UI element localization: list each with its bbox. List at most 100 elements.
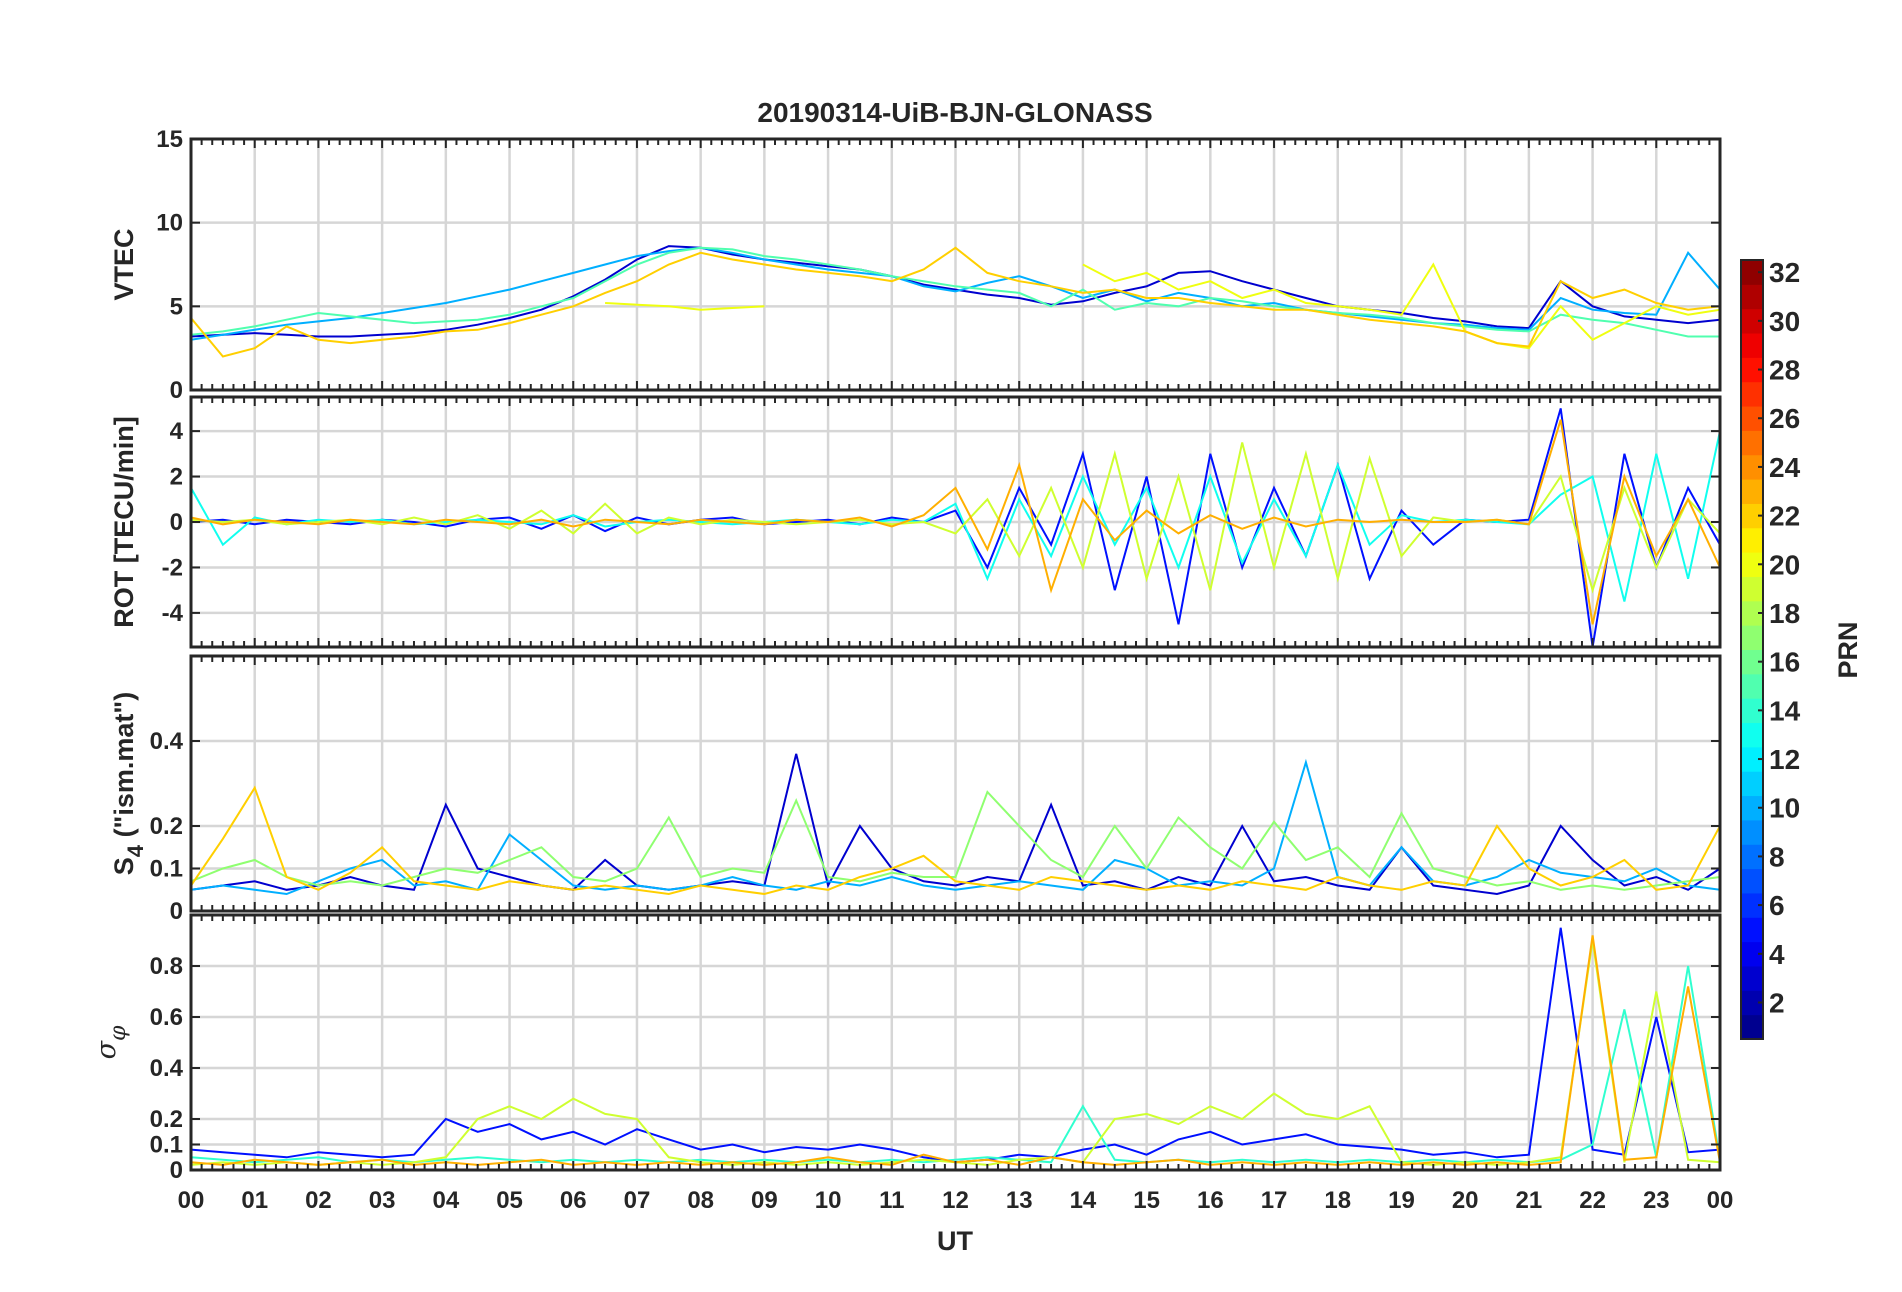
y-axis-label: ROT [TECU/min] — [109, 416, 139, 627]
colorbar-band — [1741, 917, 1763, 943]
x-tick-label: 22 — [1579, 1187, 1606, 1214]
colorbar-band — [1741, 406, 1763, 431]
y-axis-label-main: S — [109, 857, 139, 875]
colorbar-band — [1741, 357, 1763, 383]
x-tick-label: 12 — [942, 1187, 969, 1214]
series-group — [191, 245, 1720, 358]
colorbar-band — [1741, 576, 1763, 602]
colorbar-band — [1741, 454, 1763, 480]
y-tick-label: 4 — [170, 418, 184, 445]
x-tick-label: 21 — [1516, 1187, 1543, 1214]
colorbar-band — [1741, 868, 1763, 894]
x-tick-label: 19 — [1388, 1187, 1415, 1214]
y-axis-label: VTEC — [109, 228, 139, 300]
y-tick-label: 0.6 — [150, 1004, 183, 1031]
colorbar-band — [1741, 430, 1763, 456]
colorbar-tick-label: 16 — [1769, 647, 1800, 678]
colorbar-frame — [1740, 259, 1764, 1040]
colorbar-band — [1741, 698, 1763, 724]
series-line-prn-3 — [191, 753, 1720, 896]
panel-sigma: 00.10.2 0.4 0.6 0.8 σφ — [91, 913, 1722, 1184]
colorbar-tick-label: 30 — [1769, 306, 1800, 337]
y-tick-label: -2 — [162, 554, 183, 581]
colorbar-band — [1741, 625, 1763, 650]
colorbar-tick-label: 4 — [1769, 939, 1785, 970]
colorbar-band — [1741, 892, 1763, 918]
colorbar-band — [1741, 552, 1763, 577]
colorbar-tick-label: 18 — [1769, 598, 1800, 629]
colorbar-band — [1741, 819, 1763, 845]
colorbar-band — [1741, 673, 1763, 699]
y-axis-label-main: VTEC — [109, 228, 139, 300]
colorbar-tick-label: 32 — [1769, 257, 1800, 288]
y-tick-label: 0.4 — [150, 1055, 184, 1082]
colorbar-band — [1741, 260, 1763, 285]
colorbar-tick-label: 2 — [1769, 987, 1785, 1018]
colorbar-band — [1741, 990, 1763, 1016]
series-line-prn-20 — [605, 262, 1720, 350]
x-tick-label: 20 — [1452, 1187, 1479, 1214]
colorbar-band — [1741, 649, 1763, 675]
colorbar-tick-label: 8 — [1769, 841, 1785, 872]
colorbar-band — [1741, 722, 1763, 748]
x-tick-label: 09 — [751, 1187, 778, 1214]
y-tick-label: -4 — [162, 600, 184, 627]
y-tick-label: 0.8 — [150, 953, 183, 980]
series-line-prn-15 — [191, 246, 1720, 338]
x-tick-label: 15 — [1133, 1187, 1160, 1214]
y-tick-label: 0.2 — [150, 1106, 183, 1133]
x-tick-label: 14 — [1070, 1187, 1097, 1214]
x-tick-label: 00 — [1707, 1187, 1734, 1214]
y-tick-label: 0 — [170, 1157, 183, 1184]
panel-s4: 00.10.20.4S4 ("ism.mat") — [109, 654, 1722, 925]
x-tick-label: 04 — [432, 1187, 459, 1214]
x-tick-label: 10 — [815, 1187, 842, 1214]
colorbar-band — [1741, 284, 1763, 310]
x-tick-label: 02 — [305, 1187, 332, 1214]
chart-title: 20190314-UiB-BJN-GLONASS — [757, 97, 1152, 128]
x-tick-label: 06 — [560, 1187, 587, 1214]
colorbar-band — [1741, 600, 1763, 626]
series-group — [191, 753, 1720, 896]
y-axis-label-suffix: ("ism.mat") — [109, 692, 139, 845]
x-tick-label: 03 — [369, 1187, 396, 1214]
colorbar-tick-label: 6 — [1769, 890, 1785, 921]
x-axis-label: UT — [937, 1226, 973, 1256]
x-tick-label: 01 — [241, 1187, 268, 1214]
colorbar-band — [1741, 333, 1763, 358]
y-axis-label: σφ — [91, 1025, 131, 1059]
y-axis-label: S4 ("ism.mat") — [109, 692, 148, 875]
series-line-prn-3 — [191, 245, 1720, 338]
y-tick-label: 0 — [170, 377, 183, 404]
y-tick-label: 5 — [170, 293, 183, 320]
y-tick-label: 0 — [170, 509, 183, 536]
colorbar-band — [1741, 795, 1763, 821]
y-tick-label: 15 — [156, 126, 183, 153]
x-tick-label: 13 — [1006, 1187, 1033, 1214]
y-axis-label-subscript: φ — [106, 1025, 131, 1041]
colorbar-label: PRN — [1833, 621, 1863, 678]
colorbar-tick-label: 24 — [1769, 452, 1801, 483]
x-tick-label: 17 — [1261, 1187, 1288, 1214]
colorbar-band — [1741, 746, 1763, 772]
series-line-prn-23 — [191, 419, 1720, 625]
y-tick-label: 0.4 — [150, 728, 184, 755]
x-tick-label: 05 — [496, 1187, 523, 1214]
colorbar-tick-label: 20 — [1769, 549, 1800, 580]
colorbar-tick-label: 26 — [1769, 403, 1800, 434]
x-tick-label: 18 — [1324, 1187, 1351, 1214]
y-tick-label: 0.1 — [150, 856, 183, 883]
colorbar-tick-label: 10 — [1769, 793, 1800, 824]
colorbar-band — [1741, 965, 1763, 991]
series-line-prn-22 — [191, 785, 1720, 896]
colorbar-band — [1741, 527, 1763, 553]
x-tick-label: 08 — [687, 1187, 714, 1214]
series-line-prn-17 — [191, 790, 1720, 891]
series-line-prn-13 — [191, 430, 1720, 602]
colorbar-tick-label: 22 — [1769, 501, 1800, 532]
series-group — [191, 408, 1720, 647]
x-tick-label: 16 — [1197, 1187, 1224, 1214]
colorbar-band — [1741, 771, 1763, 797]
